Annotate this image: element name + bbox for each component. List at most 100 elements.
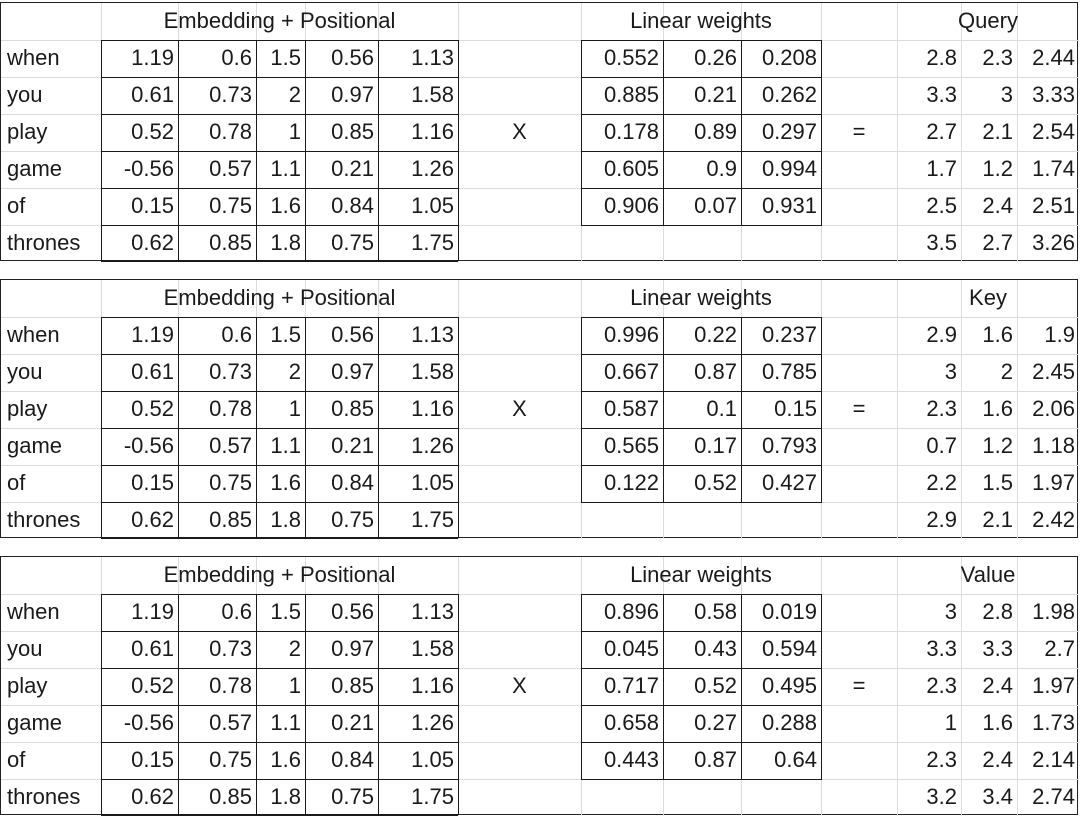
- embedding-border: [101, 594, 102, 815]
- result-cell: 2.44: [1032, 45, 1075, 70]
- embedding-cell: 1.26: [411, 433, 454, 458]
- result-cell: 2.45: [1032, 359, 1075, 384]
- embedding-border: [256, 317, 257, 538]
- result-cell: 2.06: [1032, 396, 1075, 421]
- embedding-cell: 1: [288, 673, 301, 698]
- embedding-cell: 0.62: [131, 230, 174, 255]
- result-cell: 2.8: [982, 599, 1013, 624]
- weight-cell: 0.427: [761, 470, 817, 495]
- token-label: when: [7, 45, 60, 70]
- embedding-cell: 0.97: [331, 82, 374, 107]
- embedding-cell: 1.19: [131, 599, 174, 624]
- embedding-border: [101, 391, 458, 392]
- embedding-header: Embedding + Positional: [163, 562, 396, 587]
- result-header: Key: [969, 285, 1007, 310]
- embedding-border: [101, 742, 458, 743]
- gridline-horizontal: [1, 151, 1079, 152]
- weight-cell: 0.87: [694, 747, 737, 772]
- embedding-cell: 1.19: [131, 45, 174, 70]
- embedding-border: [101, 465, 458, 466]
- gridline-vertical: [897, 3, 898, 262]
- embedding-cell: 2: [288, 359, 301, 384]
- weight-cell: 0.297: [761, 119, 817, 144]
- weights-header: Linear weights: [630, 8, 772, 33]
- embedding-border: [101, 317, 102, 538]
- embedding-cell: 2: [288, 82, 301, 107]
- weight-cell: 0.717: [603, 673, 659, 698]
- embedding-border: [178, 594, 179, 815]
- embedding-cell: 0.61: [131, 82, 174, 107]
- embedding-border: [101, 188, 458, 189]
- embedding-cell: 0.57: [209, 710, 252, 735]
- weight-cell: 0.15: [774, 396, 817, 421]
- token-label: you: [7, 636, 43, 661]
- weights-border: [741, 40, 742, 226]
- weight-cell: 0.045: [603, 636, 659, 661]
- embedding-header: Embedding + Positional: [163, 285, 396, 310]
- embedding-cell: 1.19: [131, 322, 174, 347]
- token-label: of: [7, 470, 26, 495]
- embedding-cell: 0.52: [131, 396, 174, 421]
- embedding-border: [256, 594, 257, 815]
- embedding-cell: 1.6: [270, 470, 301, 495]
- embedding-border: [305, 594, 306, 815]
- weight-cell: 0.21: [694, 82, 737, 107]
- result-cell: 1.18: [1032, 433, 1075, 458]
- embedding-cell: 1.8: [270, 507, 301, 532]
- multiply-operator: X: [512, 119, 527, 144]
- result-cell: 1.5: [982, 470, 1013, 495]
- embedding-cell: 0.75: [331, 230, 374, 255]
- result-cell: 2.9: [926, 507, 957, 532]
- weight-cell: 0.26: [694, 45, 737, 70]
- result-cell: 2.4: [982, 673, 1013, 698]
- result-cell: 1.97: [1032, 470, 1075, 495]
- gridline-horizontal: [1, 114, 1079, 115]
- result-cell: 3.3: [926, 636, 957, 661]
- weight-cell: 0.994: [761, 156, 817, 181]
- embedding-cell: 1.05: [411, 747, 454, 772]
- weights-border: [663, 40, 664, 226]
- embedding-cell: 0.56: [331, 599, 374, 624]
- embedding-cell: 0.97: [331, 359, 374, 384]
- equals-operator: =: [852, 396, 866, 421]
- result-header: Query: [958, 8, 1018, 33]
- embedding-border: [101, 428, 458, 429]
- gridline-vertical: [961, 280, 962, 539]
- embedding-cell: 1.1: [270, 710, 301, 735]
- embedding-cell: 1.1: [270, 433, 301, 458]
- weights-border: [581, 705, 822, 706]
- weight-cell: 0.208: [761, 45, 817, 70]
- embedding-border: [101, 225, 458, 226]
- result-cell: 3.2: [926, 784, 957, 809]
- result-cell: 0.7: [926, 433, 957, 458]
- weight-cell: 0.996: [603, 322, 659, 347]
- embedding-cell: 0.85: [209, 507, 252, 532]
- embedding-cell: 0.6: [221, 45, 252, 70]
- gridline-vertical: [961, 557, 962, 816]
- embedding-border: [101, 40, 102, 261]
- gridline-horizontal: [1, 354, 1079, 355]
- gridline-horizontal: [1, 502, 1079, 503]
- embedding-cell: 0.75: [209, 193, 252, 218]
- token-label: you: [7, 359, 43, 384]
- gridline-vertical: [961, 3, 962, 262]
- embedding-cell: 0.73: [209, 359, 252, 384]
- embedding-border: [305, 40, 306, 261]
- token-label: of: [7, 747, 26, 772]
- weights-border: [821, 40, 822, 226]
- embedding-cell: 0.57: [209, 433, 252, 458]
- weight-cell: 0.22: [694, 322, 737, 347]
- gridline-horizontal: [1, 225, 1079, 226]
- embedding-border: [101, 594, 458, 595]
- result-cell: 3: [944, 359, 957, 384]
- result-cell: 2.1: [982, 119, 1013, 144]
- embedding-border: [101, 354, 458, 355]
- result-cell: 1.7: [926, 156, 957, 181]
- result-cell: 3.5: [926, 230, 957, 255]
- result-cell: 2.14: [1032, 747, 1075, 772]
- result-cell: 2.3: [926, 747, 957, 772]
- result-cell: 2.5: [926, 193, 957, 218]
- embedding-cell: 1.5: [270, 322, 301, 347]
- weights-border: [581, 779, 822, 780]
- token-label: when: [7, 322, 60, 347]
